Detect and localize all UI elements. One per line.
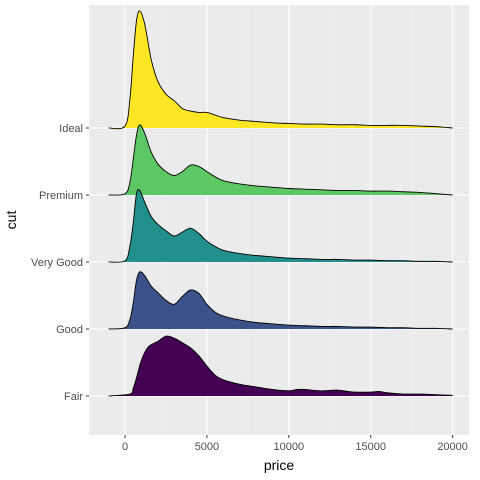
ridge-premium [108,124,453,196]
ridge-outline [108,189,453,263]
y-tick-label: Fair [64,391,83,403]
x-axis: 0 5000 10000 15000 20000 [122,435,468,453]
y-tick-label: Good [56,324,83,336]
density-ridges [108,10,453,397]
y-tick-label: Premium [39,190,83,202]
x-tick-label: 5000 [195,441,219,453]
ridge-fill [108,124,453,196]
ridge-fill [108,271,453,329]
x-tick-label: 0 [122,441,128,453]
ridge-very-good [108,189,453,263]
ridge-outline [108,271,453,330]
x-tick-label: 10000 [274,441,305,453]
ridge-ideal [108,10,453,130]
ridge-fair [108,335,453,397]
ridge-fill [108,336,453,396]
x-axis-title: price [264,457,295,473]
ridge-outline [108,10,453,130]
y-axis: Fair Good Very Good Premium Ideal [31,123,89,403]
x-tick-label: 15000 [355,441,386,453]
x-tick-label: 20000 [437,441,468,453]
ridge-outline [108,335,453,397]
ridge-fill [108,10,453,129]
y-axis-title: cut [3,211,19,230]
ridge-good [108,271,453,330]
ridge-fill [108,189,453,263]
ridge-outline [108,124,453,196]
y-tick-label: Ideal [59,123,83,135]
y-tick-label: Very Good [31,257,83,269]
